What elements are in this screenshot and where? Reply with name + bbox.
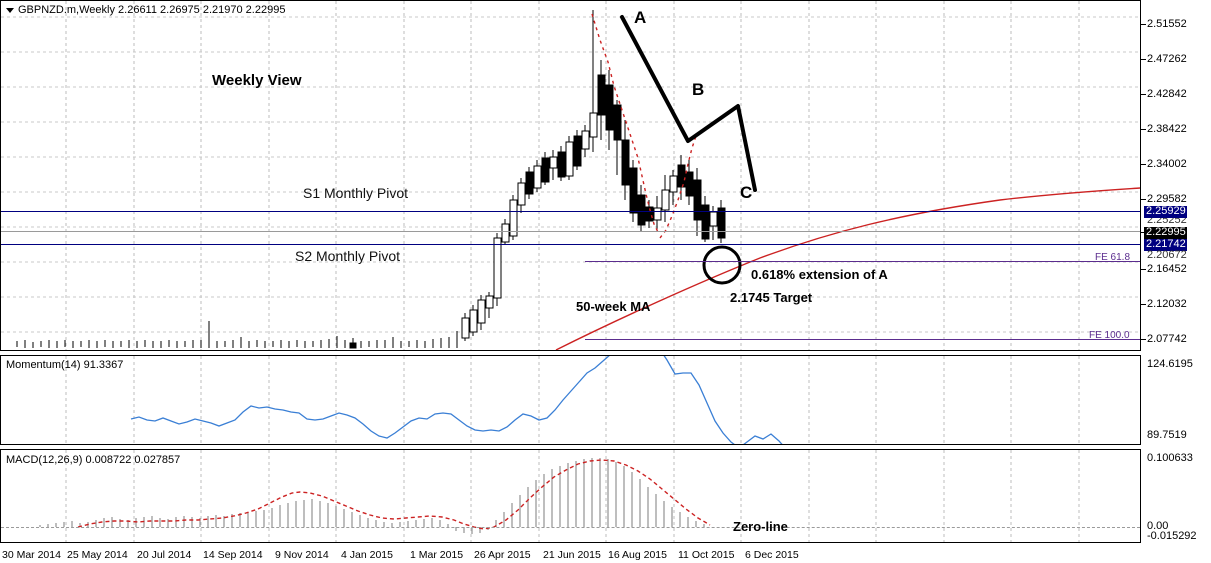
price-tick-s1-highlight: 2.25929 [1144, 205, 1187, 218]
momentum-pane [0, 355, 1141, 445]
annotation-wave-a: A [634, 8, 647, 27]
fe-618-label: FE 61.8 [1095, 252, 1131, 263]
date-tick: 1 Mar 2015 [410, 549, 464, 561]
momentum-axis-tick: 89.7519 [1147, 429, 1187, 441]
date-tick: 20 Jul 2014 [137, 549, 192, 561]
date-tick: 25 May 2014 [67, 549, 128, 561]
macd-header: MACD(12,26,9) 0.008722 0.027857 [6, 454, 181, 466]
fe-1000-line [585, 339, 1140, 340]
annotation-wave-b: B [692, 80, 705, 99]
date-tick: 21 Jun 2015 [543, 549, 601, 561]
price-tick: 2.12032 [1147, 298, 1187, 310]
price-tick: 2.42842 [1147, 88, 1187, 100]
annotation-weekly-view: Weekly View [212, 72, 302, 89]
date-tick: 16 Aug 2015 [608, 549, 667, 561]
s2-monthly-pivot-line [1, 244, 1140, 245]
s1-monthly-pivot-line [1, 211, 1140, 212]
price-tick: 2.07742 [1147, 333, 1187, 345]
annotation-zero-line: Zero-line [733, 519, 788, 534]
momentum-header: Momentum(14) 91.3367 [6, 359, 124, 371]
annotation-wave-c: C [740, 183, 753, 202]
price-tick: 2.20672 [1147, 249, 1187, 261]
price-tick: 2.51552 [1147, 18, 1187, 30]
price-tick-last-close: 2.22995 [1144, 226, 1187, 239]
date-tick: 11 Oct 2015 [678, 549, 735, 561]
price-pane [0, 0, 1141, 351]
annotation-target: 2.1745 Target [730, 290, 813, 305]
annotation-ma-label: 50-week MA [576, 299, 651, 314]
annotation-s1-monthly-pivot: S1 Monthly Pivot [303, 185, 409, 201]
mid-gray-level-line [1, 231, 1140, 232]
price-tick: 2.16452 [1147, 263, 1187, 275]
date-tick: 14 Sep 2014 [203, 549, 263, 561]
date-tick: 4 Jan 2015 [341, 549, 393, 561]
macd-axis-tick: -0.015292 [1147, 530, 1197, 542]
date-tick: 26 Apr 2015 [474, 549, 531, 561]
fe-1000-label: FE 100.0 [1089, 330, 1130, 341]
symbol-header-text: GBPNZD.m,Weekly 2.26611 2.26975 2.21970 … [18, 4, 286, 16]
price-tick: 2.25252 [1147, 214, 1187, 226]
macd-pane [0, 449, 1141, 543]
price-tick: 2.34002 [1147, 158, 1187, 170]
symbol-header-bar[interactable]: GBPNZD.m,Weekly 2.26611 2.26975 2.21970 … [6, 4, 285, 16]
price-tick: 2.47262 [1147, 53, 1187, 65]
chevron-down-icon[interactable] [6, 7, 14, 13]
annotation-extension: 0.618% extension of A [751, 267, 888, 282]
macd-axis-tick: 0.00 [1147, 520, 1169, 532]
date-tick: 6 Dec 2015 [745, 549, 799, 561]
price-axis[interactable]: 2.51552 2.47262 2.42842 2.38422 2.34002 … [1141, 0, 1211, 563]
price-tick: 2.29582 [1147, 193, 1187, 205]
price-tick: 2.38422 [1147, 123, 1187, 135]
macd-axis-tick: 0.100633 [1147, 452, 1193, 464]
macd-zero-line [1, 527, 1140, 528]
annotation-s2-monthly-pivot: S2 Monthly Pivot [295, 248, 401, 264]
price-tick-s2-highlight: 2.21742 [1144, 238, 1187, 251]
momentum-axis-tick: 124.6195 [1147, 358, 1193, 370]
date-tick: 30 Mar 2014 [2, 549, 61, 561]
date-tick: 9 Nov 2014 [275, 549, 329, 561]
fe-618-line [585, 261, 1140, 262]
